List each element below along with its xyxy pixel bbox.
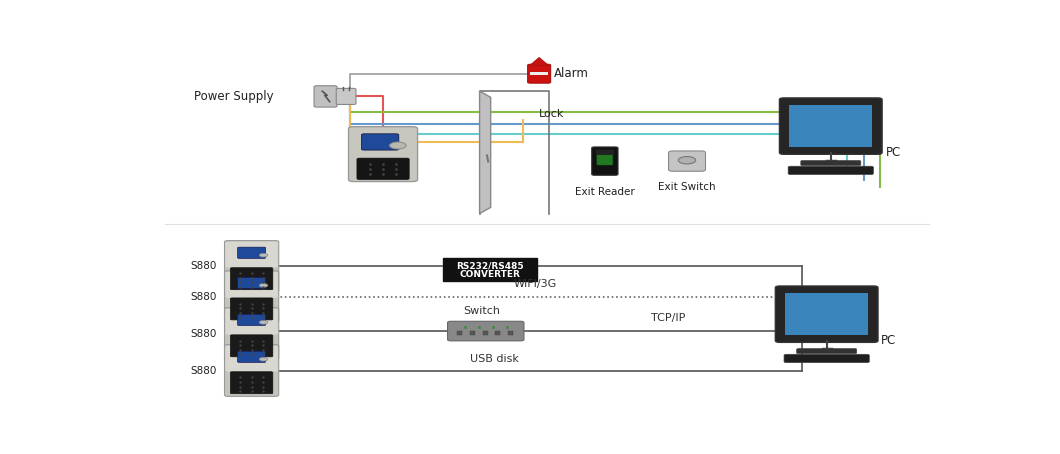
- FancyBboxPatch shape: [482, 331, 488, 335]
- Text: USB disk: USB disk: [470, 354, 518, 364]
- Polygon shape: [479, 91, 491, 213]
- Text: Lock: Lock: [540, 109, 565, 119]
- FancyBboxPatch shape: [225, 271, 279, 322]
- FancyBboxPatch shape: [237, 314, 266, 326]
- FancyBboxPatch shape: [591, 147, 618, 175]
- Polygon shape: [530, 58, 548, 65]
- FancyBboxPatch shape: [447, 321, 524, 341]
- Text: S880: S880: [191, 329, 217, 339]
- Text: Exit Reader: Exit Reader: [575, 188, 635, 197]
- Text: S880: S880: [191, 291, 217, 301]
- FancyBboxPatch shape: [495, 331, 500, 335]
- FancyBboxPatch shape: [784, 354, 869, 363]
- FancyBboxPatch shape: [458, 331, 462, 335]
- Text: S880: S880: [191, 262, 217, 271]
- FancyBboxPatch shape: [349, 127, 418, 182]
- Text: Power Supply: Power Supply: [194, 90, 273, 103]
- FancyBboxPatch shape: [230, 268, 272, 290]
- FancyBboxPatch shape: [225, 241, 279, 292]
- FancyBboxPatch shape: [226, 272, 278, 298]
- Circle shape: [260, 253, 268, 257]
- Text: RS232/RS485: RS232/RS485: [456, 262, 524, 271]
- FancyBboxPatch shape: [669, 151, 706, 171]
- FancyBboxPatch shape: [225, 345, 279, 396]
- Text: PC: PC: [886, 146, 901, 159]
- FancyBboxPatch shape: [361, 134, 399, 150]
- FancyBboxPatch shape: [230, 335, 272, 357]
- FancyBboxPatch shape: [797, 349, 856, 354]
- Text: Alarm: Alarm: [554, 67, 588, 80]
- FancyBboxPatch shape: [225, 308, 279, 360]
- FancyBboxPatch shape: [470, 331, 475, 335]
- Text: Exit Switch: Exit Switch: [658, 182, 716, 192]
- FancyBboxPatch shape: [596, 149, 614, 155]
- FancyBboxPatch shape: [779, 98, 882, 154]
- Circle shape: [678, 157, 695, 164]
- FancyBboxPatch shape: [226, 242, 278, 267]
- FancyBboxPatch shape: [226, 345, 278, 371]
- FancyBboxPatch shape: [530, 72, 548, 75]
- FancyBboxPatch shape: [800, 161, 861, 165]
- FancyBboxPatch shape: [789, 166, 873, 174]
- FancyBboxPatch shape: [314, 86, 337, 107]
- Circle shape: [260, 321, 268, 324]
- Text: TCP/IP: TCP/IP: [651, 313, 686, 323]
- Text: Switch: Switch: [463, 306, 500, 316]
- FancyBboxPatch shape: [230, 372, 272, 394]
- Text: CONVERTER: CONVERTER: [459, 270, 520, 278]
- FancyBboxPatch shape: [357, 158, 409, 179]
- FancyBboxPatch shape: [528, 64, 550, 83]
- Text: S880: S880: [191, 365, 217, 375]
- Circle shape: [260, 357, 268, 361]
- Circle shape: [390, 142, 406, 149]
- FancyBboxPatch shape: [785, 293, 868, 336]
- FancyBboxPatch shape: [790, 105, 872, 147]
- FancyBboxPatch shape: [775, 286, 878, 342]
- FancyBboxPatch shape: [237, 247, 266, 258]
- FancyBboxPatch shape: [508, 331, 513, 335]
- FancyBboxPatch shape: [443, 258, 537, 281]
- FancyBboxPatch shape: [226, 309, 278, 335]
- Text: PC: PC: [881, 334, 896, 347]
- Circle shape: [260, 284, 268, 287]
- FancyBboxPatch shape: [237, 351, 266, 362]
- FancyBboxPatch shape: [230, 298, 272, 320]
- FancyBboxPatch shape: [336, 89, 356, 104]
- FancyBboxPatch shape: [237, 277, 266, 289]
- Text: WIFI/3G: WIFI/3G: [513, 279, 556, 289]
- FancyBboxPatch shape: [597, 154, 613, 165]
